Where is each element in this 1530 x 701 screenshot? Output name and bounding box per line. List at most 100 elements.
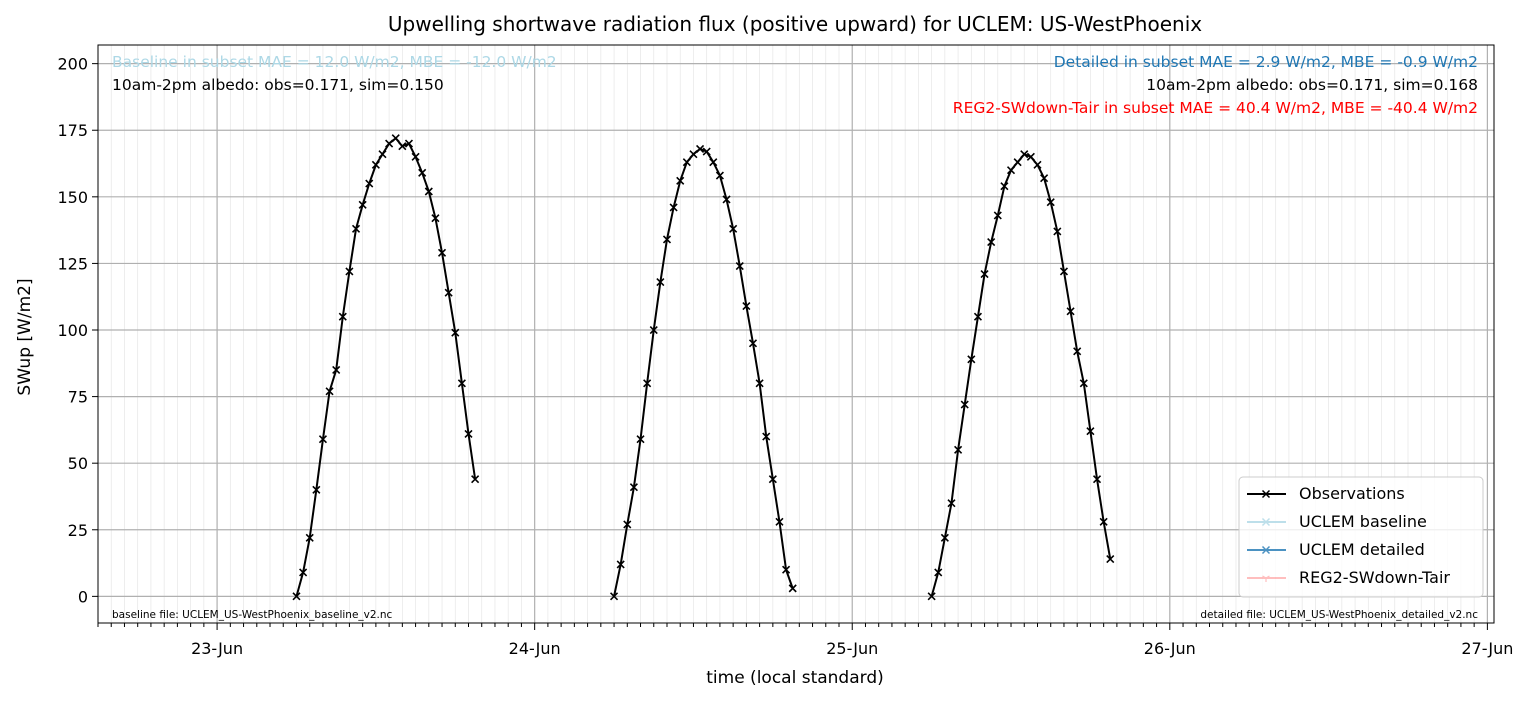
series-marker (424, 187, 433, 196)
series-marker (385, 139, 394, 148)
series-marker (947, 499, 956, 508)
x-tick-label: 25-Jun (826, 639, 878, 658)
series-marker (643, 379, 652, 388)
series-marker (934, 568, 943, 577)
series-marker (398, 142, 407, 151)
legend-marker (1261, 517, 1271, 527)
series-marker (616, 560, 625, 569)
reg2-stat-annotation: REG2-SWdown-Tair in subset MAE = 40.4 W/… (953, 99, 1478, 117)
series-marker (702, 147, 711, 156)
x-axis-label: time (local standard) (706, 668, 884, 688)
series-marker (662, 235, 672, 244)
series-line (295, 137, 477, 597)
grid (97, 45, 1494, 623)
axes: 0 25 50 75 100 125 150 175 200 23-Jun 24-Jun 25-Jun… (57, 55, 1513, 658)
series-marker (715, 171, 724, 180)
series-marker (338, 312, 347, 321)
series-marker (973, 312, 983, 321)
series-marker (689, 150, 698, 159)
series-marker (1053, 227, 1062, 236)
y-axis-label: SWup [W/m2] (15, 278, 35, 395)
y-tick-label: 125 (57, 254, 88, 273)
series-marker (762, 432, 771, 441)
series-marker (431, 214, 440, 223)
baseline-stat-annotation: Baseline in subset MAE = 12.0 W/m2, MBE … (112, 53, 557, 71)
series-marker (371, 160, 380, 169)
series-marker (437, 248, 447, 257)
series-marker (656, 277, 665, 287)
series-marker (775, 517, 784, 526)
series-marker (1073, 347, 1082, 356)
series-marker (391, 134, 400, 143)
y-tick-label: 175 (57, 121, 88, 140)
legend-marker (1262, 575, 1270, 582)
legend-label: UCLEM detailed (1299, 540, 1425, 559)
legend-swatch (1247, 489, 1286, 499)
series-marker (735, 262, 744, 271)
series-marker (292, 592, 301, 601)
series-line (930, 153, 1112, 597)
series-marker (623, 520, 632, 529)
series-marker (358, 200, 367, 209)
series-marker (451, 328, 460, 337)
detailed-file-annotation: detailed file: UCLEM_US-WestPhoenix_deta… (1200, 609, 1478, 621)
series-marker (940, 533, 949, 542)
series-group (292, 134, 1115, 601)
series-marker (1046, 198, 1055, 207)
y-tick-label: 75 (68, 388, 88, 407)
series-line (613, 147, 794, 597)
series-marker (1013, 158, 1022, 167)
series-marker (782, 565, 791, 574)
legend-label: UCLEM baseline (1299, 512, 1427, 531)
series-marker (1106, 555, 1115, 564)
series-marker (1059, 267, 1069, 276)
legend-label: Observations (1299, 484, 1405, 503)
series-marker (444, 288, 453, 297)
x-tick-label: 27-Jun (1461, 639, 1513, 658)
detailed-albedo-annotation: 10am-2pm albedo: obs=0.171, sim=0.168 (1146, 76, 1478, 94)
series-marker (676, 176, 685, 185)
series-marker (1026, 152, 1035, 161)
series-marker (669, 203, 678, 212)
series-marker (927, 592, 936, 601)
series-marker (649, 325, 658, 335)
series-marker (629, 483, 638, 492)
baseline-file-annotation: baseline file: UCLEM_US-WestPhoenix_base… (112, 609, 393, 621)
series-marker (332, 365, 341, 375)
series-marker (312, 485, 321, 494)
series-marker (378, 150, 387, 159)
series-marker (305, 533, 314, 542)
series-marker (729, 224, 738, 233)
series-marker (404, 139, 414, 148)
series-marker (709, 158, 718, 167)
series-marker (1079, 379, 1088, 388)
series-marker (318, 435, 328, 444)
series-marker (1092, 475, 1102, 484)
series-marker (748, 339, 758, 348)
series-marker (299, 568, 308, 577)
series-marker (325, 387, 334, 396)
legend-swatch (1247, 575, 1286, 582)
series-marker (1040, 174, 1049, 183)
y-tick-label: 50 (68, 454, 88, 473)
series-marker (682, 158, 691, 167)
legend-swatch (1247, 517, 1286, 527)
series-marker (993, 211, 1002, 220)
series-marker (1006, 166, 1016, 175)
series-marker (471, 475, 480, 484)
legend-marker (1261, 545, 1271, 555)
series-marker (1066, 307, 1075, 316)
series-marker (768, 475, 777, 484)
series-marker (788, 584, 797, 593)
series-marker (1020, 150, 1029, 159)
y-tick-label: 0 (78, 587, 88, 606)
series-marker (636, 435, 645, 444)
series-marker (1000, 182, 1009, 191)
legend-box (1238, 476, 1484, 598)
series-marker (345, 267, 354, 276)
chart-title: Upwelling shortwave radiation flux (posi… (388, 12, 1202, 36)
series-marker (1086, 427, 1095, 436)
legend: Observations UCLEM baseline UCLEM detailed… (1238, 476, 1484, 598)
x-tick-label: 26-Jun (1144, 639, 1196, 658)
plot-frame (97, 44, 1495, 624)
